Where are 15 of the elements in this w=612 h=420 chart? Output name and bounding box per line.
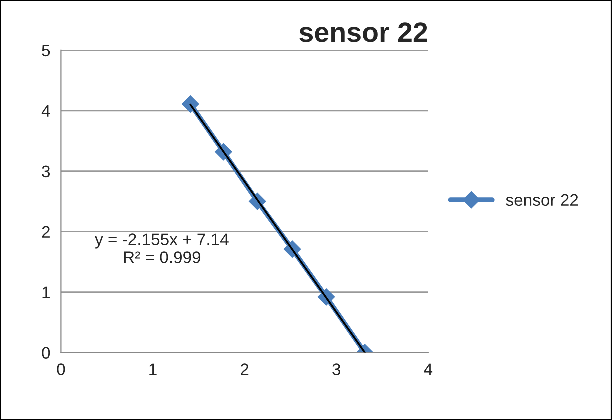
point — [182, 96, 200, 113]
y-tick-label: 4 — [42, 105, 50, 117]
x-tick-label: 3 — [332, 364, 340, 376]
x-tick-label: 0 — [57, 364, 66, 376]
y-tick-label: 0 — [42, 347, 50, 360]
legend-label: sensor 22 — [506, 194, 578, 206]
y-tick-label: 2 — [42, 226, 50, 238]
y-tick-label: 3 — [42, 166, 50, 178]
y-tick-label: 1 — [42, 286, 50, 298]
x-tick-label: 4 — [424, 364, 433, 376]
chart-title: sensor 22 — [300, 22, 428, 42]
x-tick-label: 1 — [150, 364, 157, 376]
y-tick-label: 5 — [42, 44, 50, 57]
annotation: y = -2.155x + 7.14 R² = 0.999 — [95, 234, 229, 264]
x-tick-label: 2 — [241, 364, 249, 376]
